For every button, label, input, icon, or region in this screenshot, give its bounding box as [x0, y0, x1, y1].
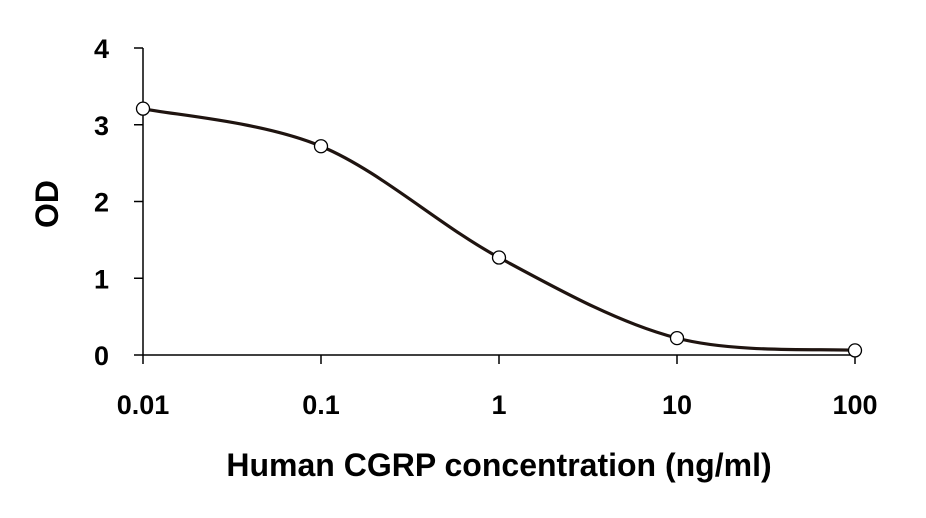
x-tick-label: 0.01 — [117, 390, 170, 420]
x-ticks: 0.01 0.1 1 10 100 — [117, 355, 878, 420]
y-tick-label: 1 — [94, 264, 109, 294]
data-point — [313, 139, 329, 154]
x-tick-label: 10 — [662, 390, 692, 420]
y-tick-label: 3 — [94, 111, 109, 141]
x-tick-label: 100 — [832, 390, 877, 420]
data-point — [669, 330, 685, 346]
y-tick-label: 4 — [94, 34, 109, 64]
x-axis-title: Human CGRP concentration (ng/ml) — [226, 447, 771, 483]
series — [135, 101, 863, 358]
data-point — [491, 250, 507, 265]
data-point — [135, 101, 151, 116]
series-line — [141, 107, 857, 352]
y-tick-label: 2 — [94, 188, 109, 218]
data-point — [847, 343, 863, 358]
axes — [142, 48, 855, 356]
y-tick-label: 0 — [94, 341, 109, 371]
x-tick-label: 0.1 — [302, 390, 340, 420]
y-axis-title: OD — [29, 180, 65, 228]
y-ticks: 0 1 2 3 4 — [94, 34, 143, 371]
x-tick-label: 1 — [491, 390, 506, 420]
